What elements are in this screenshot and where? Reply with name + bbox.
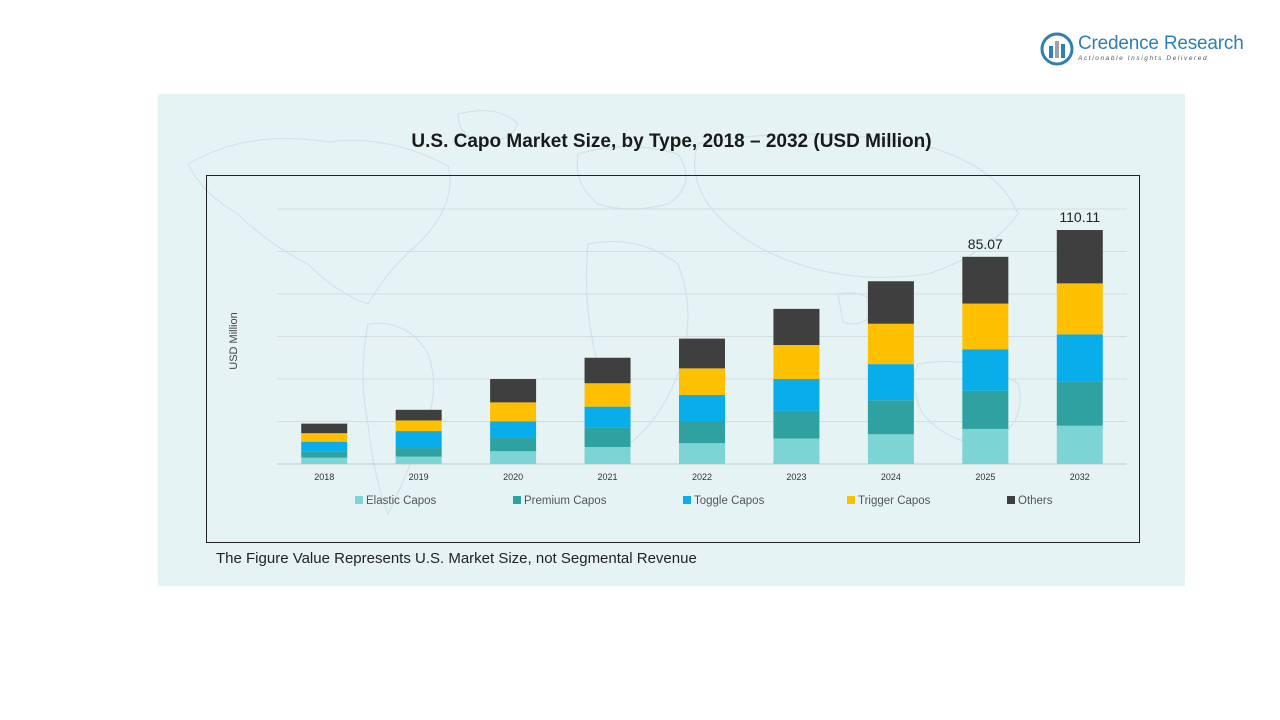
brand-tagline: Actionable Insights Delivered bbox=[1078, 55, 1209, 62]
bar-segment-others bbox=[584, 357, 631, 384]
legend-label: Others bbox=[1018, 495, 1053, 507]
bar-segment-others bbox=[679, 338, 725, 369]
bar-segment-premium-capos bbox=[1056, 381, 1103, 426]
legend-swatch bbox=[1007, 496, 1015, 504]
bar-segment-premium-capos bbox=[773, 410, 820, 439]
bar-segment-elastic-capos bbox=[490, 451, 537, 464]
plot-area: USD Million 2018 2019 2020 2021 2022 2023 2024 2… bbox=[206, 175, 1140, 543]
x-tick-label: 2021 bbox=[598, 472, 618, 482]
bar-segment-elastic-capos bbox=[584, 447, 631, 464]
x-tick-label: 2025 bbox=[975, 472, 995, 482]
bar-segment-elastic-capos bbox=[867, 434, 914, 464]
bar-segment-toggle-capos bbox=[1056, 334, 1103, 382]
x-tick-label: 2020 bbox=[503, 472, 523, 482]
credence-logo-icon bbox=[1040, 32, 1074, 66]
bar-segment-toggle-capos bbox=[867, 364, 914, 401]
bar-segment-trigger-capos bbox=[1056, 283, 1103, 335]
bar-segment-trigger-capos bbox=[584, 383, 631, 407]
legend-label: Premium Capos bbox=[524, 495, 607, 507]
x-tick-label: 2018 bbox=[314, 472, 334, 482]
chart-panel: U.S. Capo Market Size, by Type, 2018 – 2… bbox=[158, 94, 1185, 586]
bar-segment-others bbox=[1056, 230, 1103, 284]
bar-segment-others bbox=[773, 308, 820, 345]
bar-segment-elastic-capos bbox=[962, 428, 1009, 464]
bar-segment-toggle-capos bbox=[490, 421, 537, 438]
bar-segment-toggle-capos bbox=[679, 394, 725, 422]
brand-logo: Credence Research Actionable Insights De… bbox=[1040, 32, 1255, 68]
bar-segment-trigger-capos bbox=[679, 368, 725, 395]
legend-swatch bbox=[355, 496, 363, 504]
bar-segment-toggle-capos bbox=[584, 406, 631, 428]
bar-segment-others bbox=[490, 379, 537, 403]
bar-segment-others bbox=[301, 423, 348, 434]
bar-segment-trigger-capos bbox=[301, 433, 348, 442]
bar-segment-others bbox=[867, 281, 914, 324]
y-axis-label: USD Million bbox=[228, 312, 240, 369]
x-tick-label: 2023 bbox=[786, 472, 806, 482]
bar-segment-toggle-capos bbox=[395, 431, 442, 449]
brand-name: Credence Research bbox=[1078, 33, 1244, 54]
x-tick-label: 2022 bbox=[692, 472, 712, 482]
bar-segment-trigger-capos bbox=[773, 345, 820, 379]
data-label: 110.11 bbox=[1059, 209, 1100, 225]
bar-segment-premium-capos bbox=[584, 427, 631, 447]
bar-segment-premium-capos bbox=[679, 421, 725, 444]
bar-segment-premium-capos bbox=[962, 390, 1009, 429]
legend-label: Toggle Capos bbox=[694, 495, 765, 507]
bar-segment-elastic-capos bbox=[1056, 425, 1103, 464]
bar-segment-trigger-capos bbox=[395, 420, 442, 432]
bar-segment-toggle-capos bbox=[962, 349, 1009, 391]
bar-segment-trigger-capos bbox=[867, 323, 914, 365]
bar-segment-trigger-capos bbox=[962, 303, 1009, 350]
bar-segment-trigger-capos bbox=[490, 402, 537, 422]
data-label: 85.07 bbox=[968, 236, 1003, 252]
chart-title: U.S. Capo Market Size, by Type, 2018 – 2… bbox=[411, 131, 932, 152]
bar-segment-others bbox=[395, 409, 442, 421]
bar-segment-toggle-capos bbox=[773, 379, 820, 411]
bar-segment-toggle-capos bbox=[301, 441, 348, 452]
bar-segment-premium-capos bbox=[301, 451, 348, 458]
world-map-background bbox=[187, 110, 1021, 516]
bar-segment-elastic-capos bbox=[395, 456, 442, 464]
legend-swatch bbox=[513, 496, 521, 504]
bar-segment-premium-capos bbox=[490, 437, 537, 452]
x-tick-label: 2032 bbox=[1070, 472, 1090, 482]
legend-label: Elastic Capos bbox=[366, 495, 437, 507]
bar-segment-premium-capos bbox=[867, 400, 914, 435]
legend-swatch bbox=[847, 496, 855, 504]
bar-segment-elastic-capos bbox=[773, 438, 820, 464]
bar-segment-elastic-capos bbox=[301, 457, 348, 464]
legend-label: Trigger Capos bbox=[858, 495, 931, 507]
x-tick-label: 2024 bbox=[881, 472, 901, 482]
chart-footnote: The Figure Value Represents U.S. Market … bbox=[216, 550, 697, 567]
bar-segment-others bbox=[962, 256, 1009, 304]
legend-swatch bbox=[683, 496, 691, 504]
stacked-bar-chart: USD Million 2018 2019 2020 2021 2022 2023 2024 2… bbox=[228, 208, 1127, 507]
bar-segment-elastic-capos bbox=[679, 443, 725, 464]
bar-segment-premium-capos bbox=[395, 448, 442, 457]
x-tick-label: 2019 bbox=[409, 472, 429, 482]
